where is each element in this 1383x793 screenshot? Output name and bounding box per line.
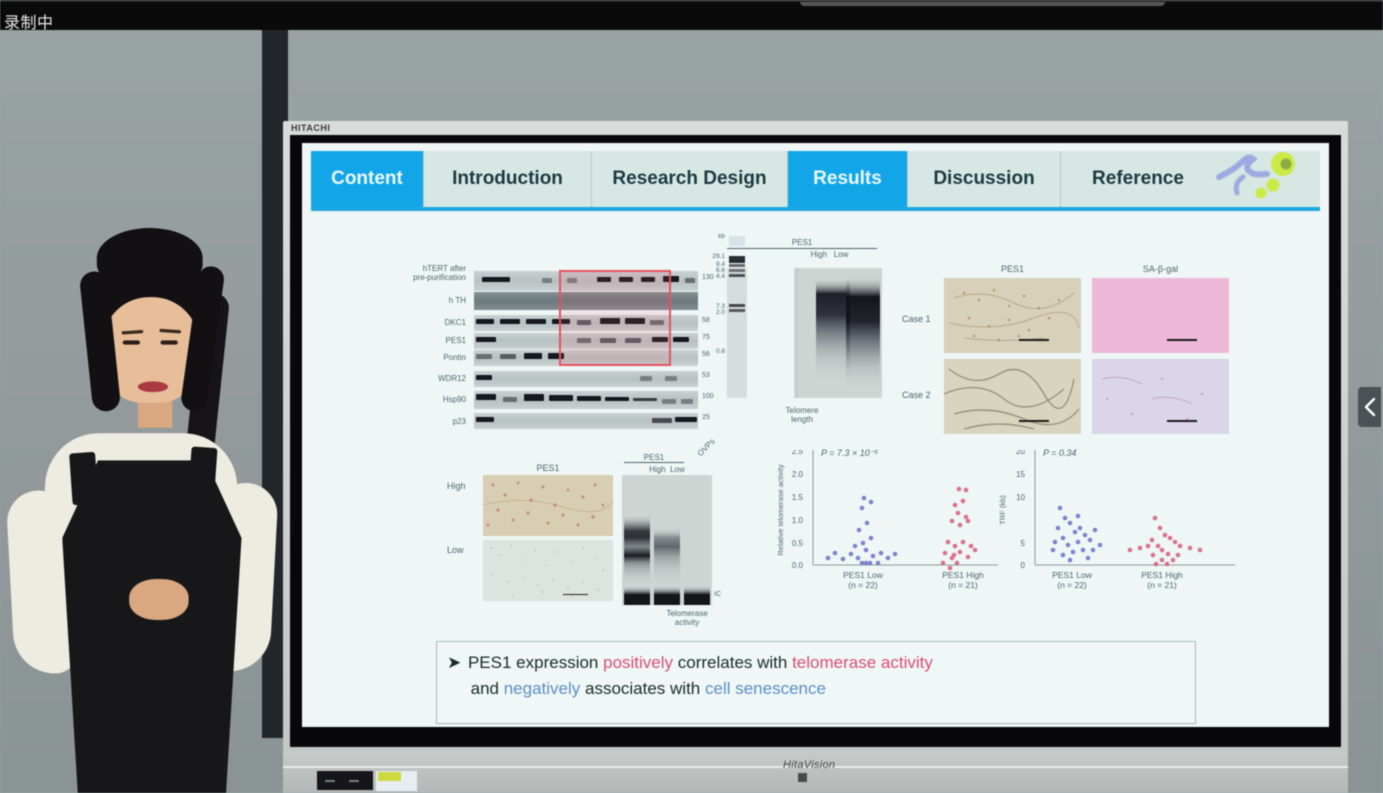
svg-text:10: 10 (1016, 493, 1025, 502)
svg-text:0.0: 0.0 (792, 561, 804, 570)
svg-text:5: 5 (1021, 539, 1026, 548)
svg-text:0: 0 (1021, 561, 1026, 570)
svg-text:2.0: 2.0 (792, 470, 804, 479)
svg-text:1.5: 1.5 (792, 493, 804, 502)
svg-text:TRF (kb): TRF (kb) (998, 495, 1007, 525)
svg-text:20: 20 (1016, 450, 1025, 456)
svg-text:2.5: 2.5 (792, 450, 804, 456)
svg-text:1.0: 1.0 (792, 516, 804, 525)
svg-text:Relative telomerase activity: Relative telomerase activity (776, 464, 785, 556)
svg-text:0.5: 0.5 (792, 539, 804, 548)
svg-text:15: 15 (1016, 470, 1025, 479)
